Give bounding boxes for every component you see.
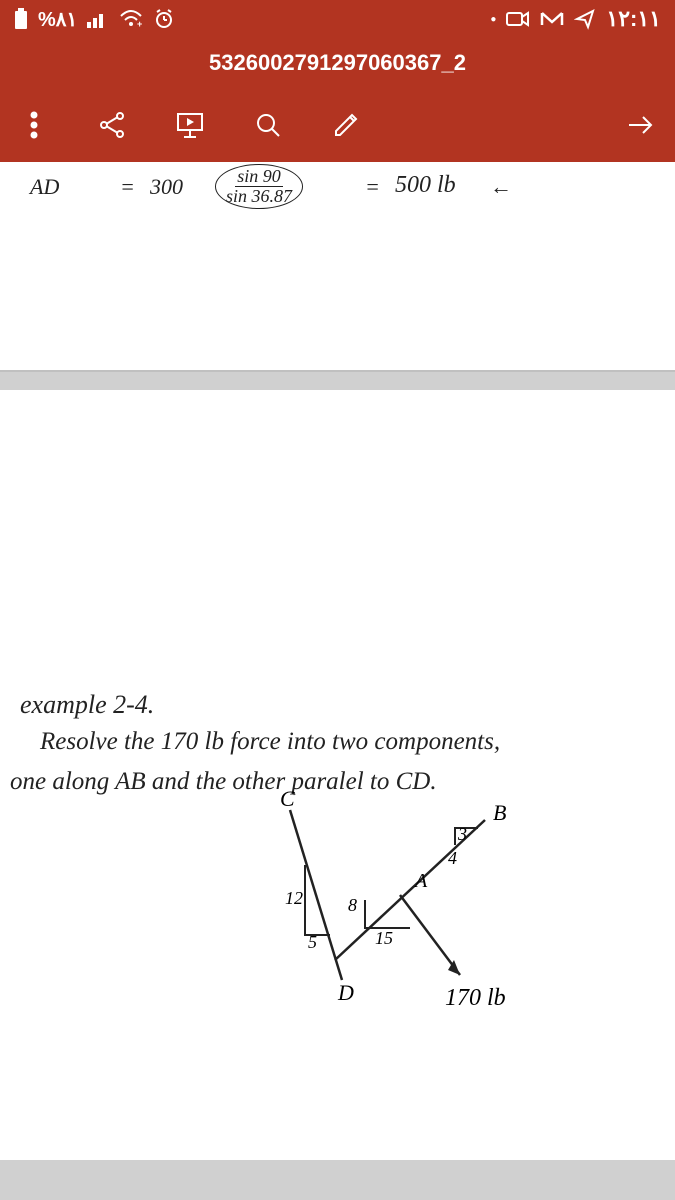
page-2: example 2-4. Resolve the 170 lb force in…: [0, 390, 675, 1160]
label-D: D: [338, 980, 354, 1006]
send-icon: [574, 8, 596, 30]
battery-percent: %۸۱: [38, 7, 77, 32]
video-icon: [506, 10, 530, 28]
wifi-icon: +: [119, 10, 143, 28]
alarm-icon: [153, 8, 175, 30]
eq-fraction: sin 90 sin 36.87: [215, 164, 303, 209]
dot-icon: ●: [490, 14, 496, 25]
eq-arrow: ←: [490, 174, 509, 200]
status-left: %۸۱ +: [14, 7, 175, 32]
label-4: 4: [448, 848, 457, 869]
eq-rhs: 500 lb: [395, 172, 456, 199]
eq-300: 300: [150, 174, 183, 200]
edit-button[interactable]: [326, 105, 366, 145]
label-B: B: [493, 800, 506, 826]
label-A: A: [415, 870, 427, 893]
android-status-bar: %۸۱ + ● ۱۲:۱۱: [0, 0, 675, 38]
frac-num: sin 90: [235, 167, 283, 187]
page-1-fragment: AD = 300 sin 90 sin 36.87 = 500 lb ←: [0, 162, 675, 372]
label-force: 170 lb: [445, 985, 506, 1012]
label-5: 5: [308, 932, 317, 953]
more-button[interactable]: [14, 105, 54, 145]
eq-equals-1: =: [120, 174, 135, 200]
document-viewport[interactable]: AD = 300 sin 90 sin 36.87 = 500 lb ← exa…: [0, 162, 675, 1200]
status-right: ● ۱۲:۱۱: [490, 6, 661, 32]
label-15: 15: [375, 928, 393, 949]
label-8: 8: [348, 895, 357, 916]
problem-line-3: one along AB and the other paralel to CD…: [10, 768, 437, 796]
document-title-bar: 5326002791297060367_2: [0, 38, 675, 88]
label-12: 12: [285, 888, 303, 909]
example-heading: example 2-4.: [20, 690, 154, 720]
document-title: 5326002791297060367_2: [209, 50, 466, 76]
problem-line-2: Resolve the 170 lb force into two compon…: [40, 728, 500, 756]
page-gap: [0, 372, 675, 390]
label-C: C: [280, 786, 295, 812]
svg-text:+: +: [137, 19, 142, 28]
clock-time: ۱۲:۱۱: [606, 6, 661, 32]
search-button[interactable]: [248, 105, 288, 145]
battery-icon: [14, 8, 28, 30]
eq-equals-2: =: [365, 174, 380, 200]
toolbar: [0, 88, 675, 162]
share-button[interactable]: [92, 105, 132, 145]
forward-button[interactable]: [621, 105, 661, 145]
gmail-icon: [540, 10, 564, 28]
force-diagram: C B A D 3 4 12 5 8 15 170 lb: [250, 800, 530, 1080]
eq-lhs: AD: [30, 174, 59, 200]
signal-icon: [87, 10, 109, 28]
frac-den: sin 36.87: [224, 187, 294, 206]
label-3: 3: [458, 824, 467, 845]
present-button[interactable]: [170, 105, 210, 145]
